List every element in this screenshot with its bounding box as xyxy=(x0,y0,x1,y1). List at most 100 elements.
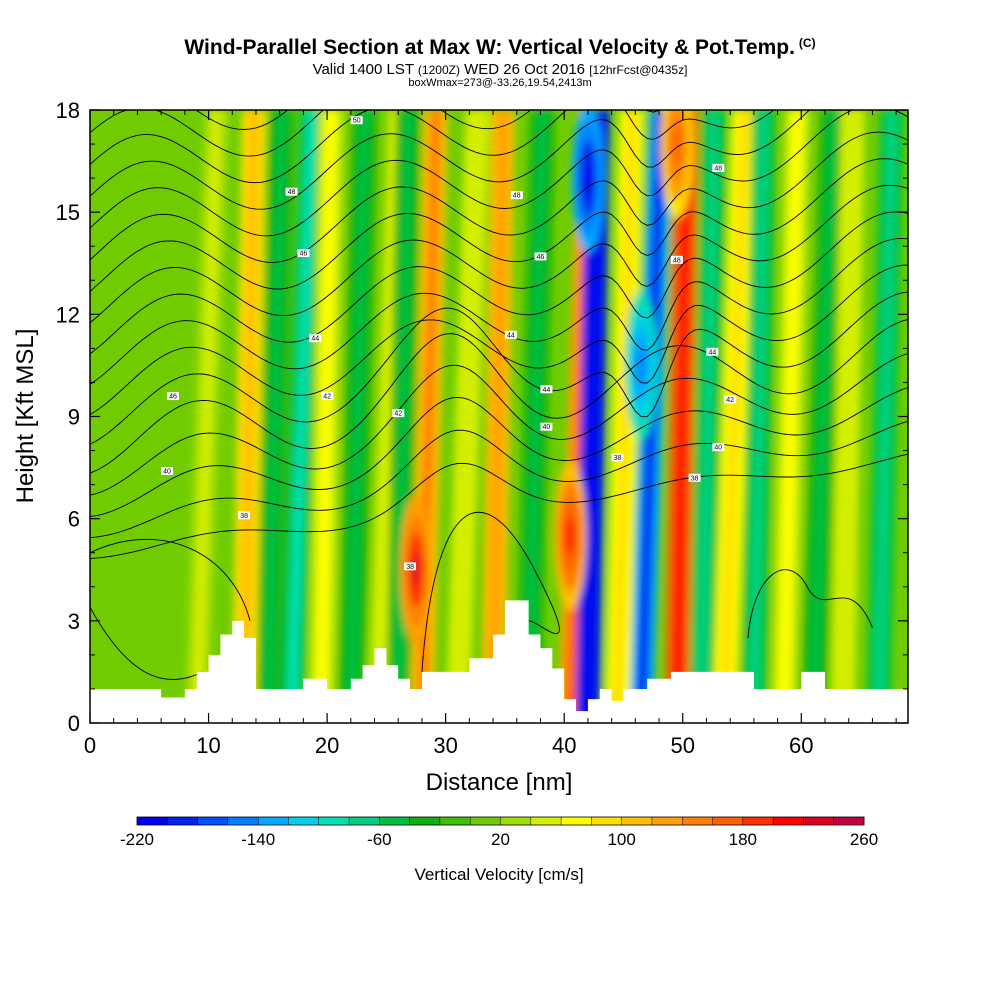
w-column-core xyxy=(132,110,157,723)
w-column-core xyxy=(238,110,260,723)
w-column-core xyxy=(612,110,637,723)
colorbar-segment xyxy=(470,817,501,825)
isentrope-label: 46 xyxy=(537,254,545,261)
isentrope-label: 40 xyxy=(163,468,171,475)
isentrope-label-box xyxy=(688,473,701,482)
w-column-core xyxy=(315,110,337,723)
isentrope-label-box xyxy=(712,443,725,452)
isentrope-label: 38 xyxy=(406,564,414,571)
isentrope-label: 50 xyxy=(353,118,361,125)
isentrope-label: 40 xyxy=(714,445,722,452)
isentrope-label: 42 xyxy=(394,411,402,418)
colorbar-segment xyxy=(227,817,259,825)
colorbar-tick-label: 20 xyxy=(491,830,510,849)
isentrope-line xyxy=(90,110,661,157)
y-axis: 0 3 6 9 12 15 18 xyxy=(56,98,908,736)
valid-date: WED 26 Oct 2016 xyxy=(464,61,586,78)
plot-area: 50 48 46 44 42 46 40 38 42 38 48 46 44 44 40 38 48 48 44 42… xyxy=(90,110,908,723)
chart-title-text: Wind-Parallel Section at Max W: Vertical… xyxy=(184,36,795,59)
isentrope-label-box xyxy=(238,511,251,520)
colorbar-label: Vertical Velocity [cm/s] xyxy=(414,865,583,884)
isentrope-line xyxy=(90,318,908,474)
colorbar-segment xyxy=(803,817,835,825)
isentrope-label: 44 xyxy=(708,349,716,356)
colorbar-tick-label: -60 xyxy=(367,830,392,849)
isentrope-label-box xyxy=(404,562,417,571)
box-wmax-text: boxWmax=273@-33.26,19.54,2413m xyxy=(408,77,592,89)
isentrope-line xyxy=(90,110,775,184)
colorbar-segment xyxy=(167,817,199,825)
isentrope-line xyxy=(90,158,908,292)
x-tick-label: 0 xyxy=(84,733,96,758)
w-column-core xyxy=(286,110,317,723)
y-tick-label: 12 xyxy=(56,302,80,327)
chart-title: Wind-Parallel Section at Max W: Vertical… xyxy=(0,36,1000,60)
isentrope-label-box xyxy=(309,334,322,343)
x-tick-label: 40 xyxy=(552,733,576,758)
colorbar: -220 -140 -60 20 100 180 260 xyxy=(120,816,878,849)
w-column-core xyxy=(695,110,720,723)
isentrope-label-box xyxy=(706,347,719,356)
colorbar-tick-label: -140 xyxy=(241,830,275,849)
x-tick-label: 10 xyxy=(196,733,220,758)
isentrope-label: 46 xyxy=(169,394,177,401)
isentrope-contours xyxy=(90,110,908,680)
x-axis-label: Distance [nm] xyxy=(426,769,573,796)
box-wmax-info: boxWmax=273@-33.26,19.54,2413m xyxy=(0,77,1000,89)
forecast-info: [12hrFcst@0435z] xyxy=(589,63,688,77)
w-extremum xyxy=(583,159,592,197)
colorbar-tick-label: 180 xyxy=(729,830,757,849)
isentrope-line xyxy=(90,110,908,237)
colorbar-segment xyxy=(318,817,350,825)
isentrope-label-box xyxy=(161,466,174,475)
y-axis-label: Height [Kft MSL] xyxy=(12,329,39,504)
colorbar-segment xyxy=(712,817,744,825)
isentrope-label: 38 xyxy=(614,455,622,462)
y-tick-label: 0 xyxy=(68,711,80,736)
isentrope-label-box xyxy=(712,163,725,172)
w-column-core xyxy=(582,110,604,723)
isentrope-line xyxy=(90,110,811,210)
isentrope-line xyxy=(90,184,908,324)
x-tick-label: 50 xyxy=(671,733,695,758)
isentrope-label-box xyxy=(670,255,683,264)
colorbar-segment xyxy=(773,817,804,825)
isentrope-label-box xyxy=(350,116,363,125)
x-axis: 0 10 20 30 40 50 60 xyxy=(84,110,897,758)
y-tick-label: 9 xyxy=(68,405,80,430)
colorbar-segment xyxy=(682,817,714,825)
colorbar-segment xyxy=(349,817,380,825)
isentrope-label-box xyxy=(297,249,310,258)
isentrope-label-box xyxy=(540,385,553,394)
isentrope-label: 44 xyxy=(543,387,551,394)
valid-time-local: Valid 1400 LST xyxy=(312,61,414,78)
isentrope-label-box xyxy=(540,422,553,431)
colorbar-tick-label: 100 xyxy=(607,830,635,849)
colorbar-segment xyxy=(439,817,471,825)
isentrope-label: 46 xyxy=(299,251,307,258)
isentrope-line xyxy=(90,538,251,621)
w-column-core xyxy=(837,110,859,723)
colorbar-segment xyxy=(197,817,229,825)
w-column-core xyxy=(671,110,693,723)
w-column-core xyxy=(191,110,223,723)
isentrope-line xyxy=(90,131,908,263)
isentrope-label-box xyxy=(392,409,405,418)
valid-time-utc: (1200Z) xyxy=(417,63,460,77)
isentrope-label-box xyxy=(534,252,547,261)
w-column-core xyxy=(262,110,288,723)
w-extremum xyxy=(566,516,575,555)
isentrope-label: 44 xyxy=(507,332,515,339)
isentrope-line xyxy=(90,453,908,560)
isentrope-line xyxy=(90,387,908,518)
chart-subtitle: Valid 1400 LST (1200Z) WED 26 Oct 2016 [… xyxy=(0,61,1000,78)
isentrope-line xyxy=(90,352,908,496)
colorbar-segment xyxy=(409,817,441,825)
y-tick-label: 3 xyxy=(68,609,80,634)
isentrope-label: 48 xyxy=(288,189,296,196)
isentrope-line xyxy=(90,211,908,355)
copyright-mark: (C) xyxy=(798,36,816,50)
terrain-mask xyxy=(90,600,908,723)
colorbar-segment xyxy=(288,817,320,825)
